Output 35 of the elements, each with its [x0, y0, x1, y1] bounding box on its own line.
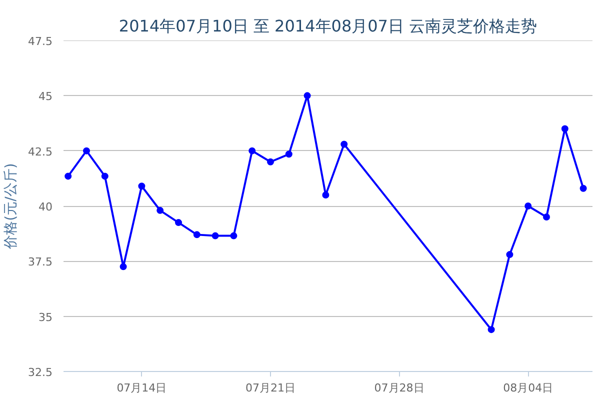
y-tick-label: 40 [38, 200, 53, 214]
point [212, 232, 219, 240]
y-tick-label: 35 [38, 310, 53, 324]
point [193, 231, 200, 238]
point [175, 219, 182, 226]
point [580, 184, 587, 192]
point [543, 214, 550, 221]
point [138, 182, 146, 190]
point [83, 147, 90, 154]
point [267, 158, 274, 166]
point [120, 263, 127, 270]
point [304, 92, 311, 100]
point [340, 140, 348, 148]
point [230, 232, 238, 240]
y-tick-label: 37.5 [28, 256, 53, 269]
point [64, 172, 72, 180]
x-tick-label: 08月04日 [503, 382, 554, 394]
point [322, 191, 330, 198]
point [156, 206, 164, 214]
point [506, 251, 514, 258]
y-tick-label: 47.5 [28, 35, 53, 48]
x-tick-label: 07月21日 [246, 382, 296, 394]
point [488, 326, 495, 334]
chart-title: 2014年07月10日 至 2014年08月07日 云南灵芝价格走势 [118, 16, 538, 36]
point [285, 150, 292, 158]
y-tick-label: 42.5 [28, 145, 53, 158]
x-tick-label: 07月14日 [116, 382, 167, 394]
point [248, 147, 256, 154]
point [101, 172, 108, 180]
y-tick-label: 32.5 [28, 366, 53, 379]
x-tick-label: 07月28日 [374, 382, 424, 394]
point [524, 202, 532, 210]
y-axis-title: 价格(元/公斤) [3, 163, 20, 250]
point [561, 125, 568, 132]
y-tick-label: 45 [38, 90, 53, 104]
